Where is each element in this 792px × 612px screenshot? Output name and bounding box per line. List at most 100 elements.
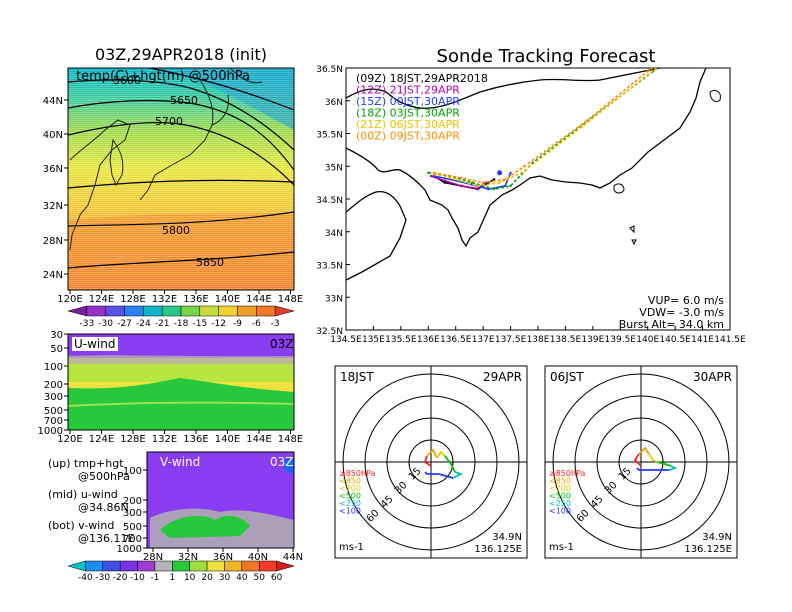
lat-tick-label: 32N [43,201,63,212]
contour-label-5800: 5800 [162,224,190,237]
lon-tick-label: 148E [278,294,303,305]
hodo-legend-entry: <850 [549,477,571,486]
track-point [523,165,526,168]
contour-5650 [68,99,294,171]
vwind-southerly [160,515,250,538]
track-point [492,187,496,191]
lat-tick-label: 28N [43,236,63,247]
colorbar-label: -40 [78,573,93,583]
colorbar-label: 40 [236,573,248,583]
colorbar-label: -24 [136,319,151,329]
hodo-trace [426,448,438,459]
colorbar-label: 50 [254,573,266,583]
track-point [432,174,435,178]
legend-entry: (12Z) 21JST,29APR [356,84,460,97]
colorbar-swatch [154,560,173,572]
lat-tick-label: 36N [43,164,63,175]
colorbar-label: -10 [130,573,145,583]
wind-colorbar: -40 -30 -20 -10 -1 1 10 20 30 40 50 60 [67,560,295,583]
hodograph-06jst: 15304560≥850hPa<850<700<500<250<10006JST… [544,365,738,559]
pressure-tick-label: 1000 [117,544,142,555]
note-line: @136.11E [78,532,134,545]
hodo-label-bg [479,370,523,384]
hodo-legend-entry: <700 [339,484,361,493]
colorbar-swatch [161,305,182,317]
track-point [492,178,496,181]
hodo-label-bg [339,370,379,384]
contour-label-5850: 5850 [196,256,224,269]
colorbar-swatch [237,305,257,317]
lon-tick-label: 139E [581,335,604,345]
pressure-tick-label: 30 [50,330,63,341]
track-point [427,171,430,174]
lon-tick-label: 128E [120,434,145,445]
temp-colorbar: -33 -30 -27 -24 -21 -18 -15 -12 -9 -6 -3 [67,305,295,329]
lon-tick-label: 140E [636,335,659,345]
lat-tick-label: 40N [248,552,268,563]
track-point [586,119,589,122]
colorbar-swatch [172,560,190,572]
hodo-legend-entry: <250 [549,499,571,508]
legend-entry: (00Z) 09JST,30APR [356,130,460,143]
colorbar-swatch [124,305,144,317]
lon-tick-label: 141E [691,335,714,345]
right-title: Sonde Tracking Forecast [437,46,656,67]
hodo-trace [444,455,456,473]
colorbar-label: 10 [184,573,196,583]
pressure-tick-label: 500 [123,522,142,533]
note-line: @34.86N [78,501,129,514]
hodo-trace [424,471,454,479]
lon-tick-label: 124E [89,434,114,445]
colorbar-swatch [180,305,201,317]
hodo-unit: ms-1 [339,542,364,553]
pressure-tick-label: 100 [44,362,63,373]
lon-tick-label: 140E [215,294,240,305]
lon-tick-label: 120E [57,294,82,305]
lat-tick-label: 36N [325,98,343,108]
coast-japan [139,79,229,201]
lat-tick-label: 44N [283,552,303,563]
colorbar-label: -30 [98,319,113,329]
hodo-right-label: 29APR [483,370,522,384]
pressure-tick-label: 200 [123,496,142,507]
track-point [487,187,490,191]
track-map-panel: 36.5N 36N 35.5N 35N 34.5N 34N 33.5N 33N 32.5N 13… [316,65,746,345]
contour-5800 [68,211,294,227]
contour-5550 [149,68,294,111]
track-point [503,184,507,188]
lat-tick-label: 36N [213,552,233,563]
lon-tick-label: 132E [152,434,177,445]
lon-tick-label: 138E [527,335,550,345]
hodo-legend-entry: <500 [339,492,361,501]
uwind-lon-ticks: 120E 124E 128E 132E 136E 140E 144E 148E [57,430,303,445]
track-point [429,174,433,178]
hodo-trace [638,446,650,455]
track-point [481,181,485,184]
lon-tick-label: 135.5E [385,335,417,345]
coast-hokkaido [229,68,263,84]
colorbar-label: -21 [155,319,170,329]
lon-tick-label: 137E [472,335,495,345]
lon-tick-label: 140E [215,434,240,445]
hodo-legend-entry: <700 [549,484,571,493]
hodo-unit: ms-1 [549,542,574,553]
param-vup: VUP= 6.0 m/s [648,294,724,307]
colorbar-swatch [256,305,276,317]
pressure-tick-label: 300 [44,392,63,403]
vwind-time: 03Z [270,455,294,469]
hodo-trace [633,453,642,467]
colorbar-swatch [102,560,121,572]
colorbar-label: -6 [252,319,261,329]
hodo-legend-entry: ≥850hPa [549,469,586,478]
hodo-label-bg [689,370,733,384]
colorbar-swatch [199,305,219,317]
track-point [460,176,463,180]
track-line [433,68,658,187]
hodo-label-bg [549,370,589,384]
colorbar-label: -33 [79,319,94,329]
track-point [646,70,649,73]
lon-tick-label: 136E [417,335,440,345]
